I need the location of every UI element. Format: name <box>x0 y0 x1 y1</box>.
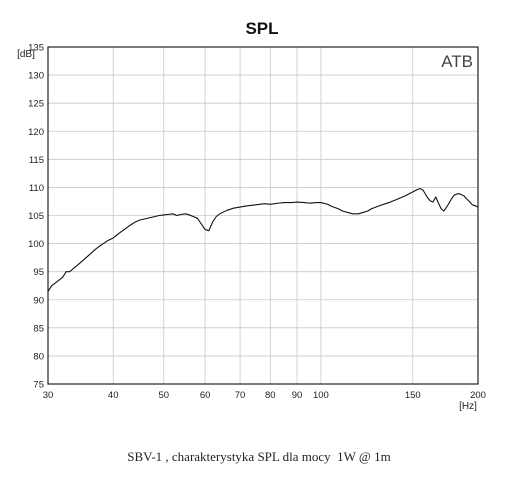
x-tick-label-60: 60 <box>200 390 211 401</box>
chart-title: SPL <box>245 19 278 38</box>
x-tick-label-50: 50 <box>158 390 169 401</box>
grid-layer <box>48 47 478 384</box>
atb-watermark: ATB <box>441 52 473 71</box>
x-tick-label-200: 200 <box>470 390 486 401</box>
y-tick-label-110: 110 <box>29 183 44 194</box>
y-tick-label-95: 95 <box>33 267 44 278</box>
y-tick-label-120: 120 <box>28 127 44 138</box>
x-tick-label-30: 30 <box>43 390 54 401</box>
series-layer <box>47 187 479 292</box>
y-tick-label-85: 85 <box>33 323 44 334</box>
spl-curve-0 <box>47 187 479 292</box>
y-tick-labels: 75 80 85 90 95 100 105 110 115 120 125 130 135 <box>28 43 44 391</box>
y-tick-label-105: 105 <box>28 211 44 222</box>
y-tick-label-80: 80 <box>33 351 44 362</box>
x-tick-label-90: 90 <box>292 390 303 401</box>
x-tick-label-70: 70 <box>235 390 246 401</box>
y-tick-label-130: 130 <box>28 71 44 82</box>
y-tick-label-135: 135 <box>28 43 44 54</box>
x-tick-label-150: 150 <box>405 390 421 401</box>
x-tick-label-40: 40 <box>108 390 119 401</box>
x-tick-labels: 30 40 50 60 70 80 90 100 150 200 <box>43 390 486 401</box>
plot-frame <box>47 46 479 385</box>
x-axis-label: [Hz] <box>459 401 477 412</box>
y-axis-label: [dB] <box>17 49 35 60</box>
y-tick-label-75: 75 <box>33 380 44 391</box>
y-tick-label-90: 90 <box>33 295 44 306</box>
x-tick-label-100: 100 <box>313 390 329 401</box>
y-tick-label-115: 115 <box>29 155 44 166</box>
y-tick-label-100: 100 <box>28 239 44 250</box>
x-tick-label-80: 80 <box>265 390 276 401</box>
chart-caption: SBV-1 , charakterystyka SPL dla mocy 1W … <box>127 449 391 464</box>
y-tick-label-125: 125 <box>28 99 44 110</box>
